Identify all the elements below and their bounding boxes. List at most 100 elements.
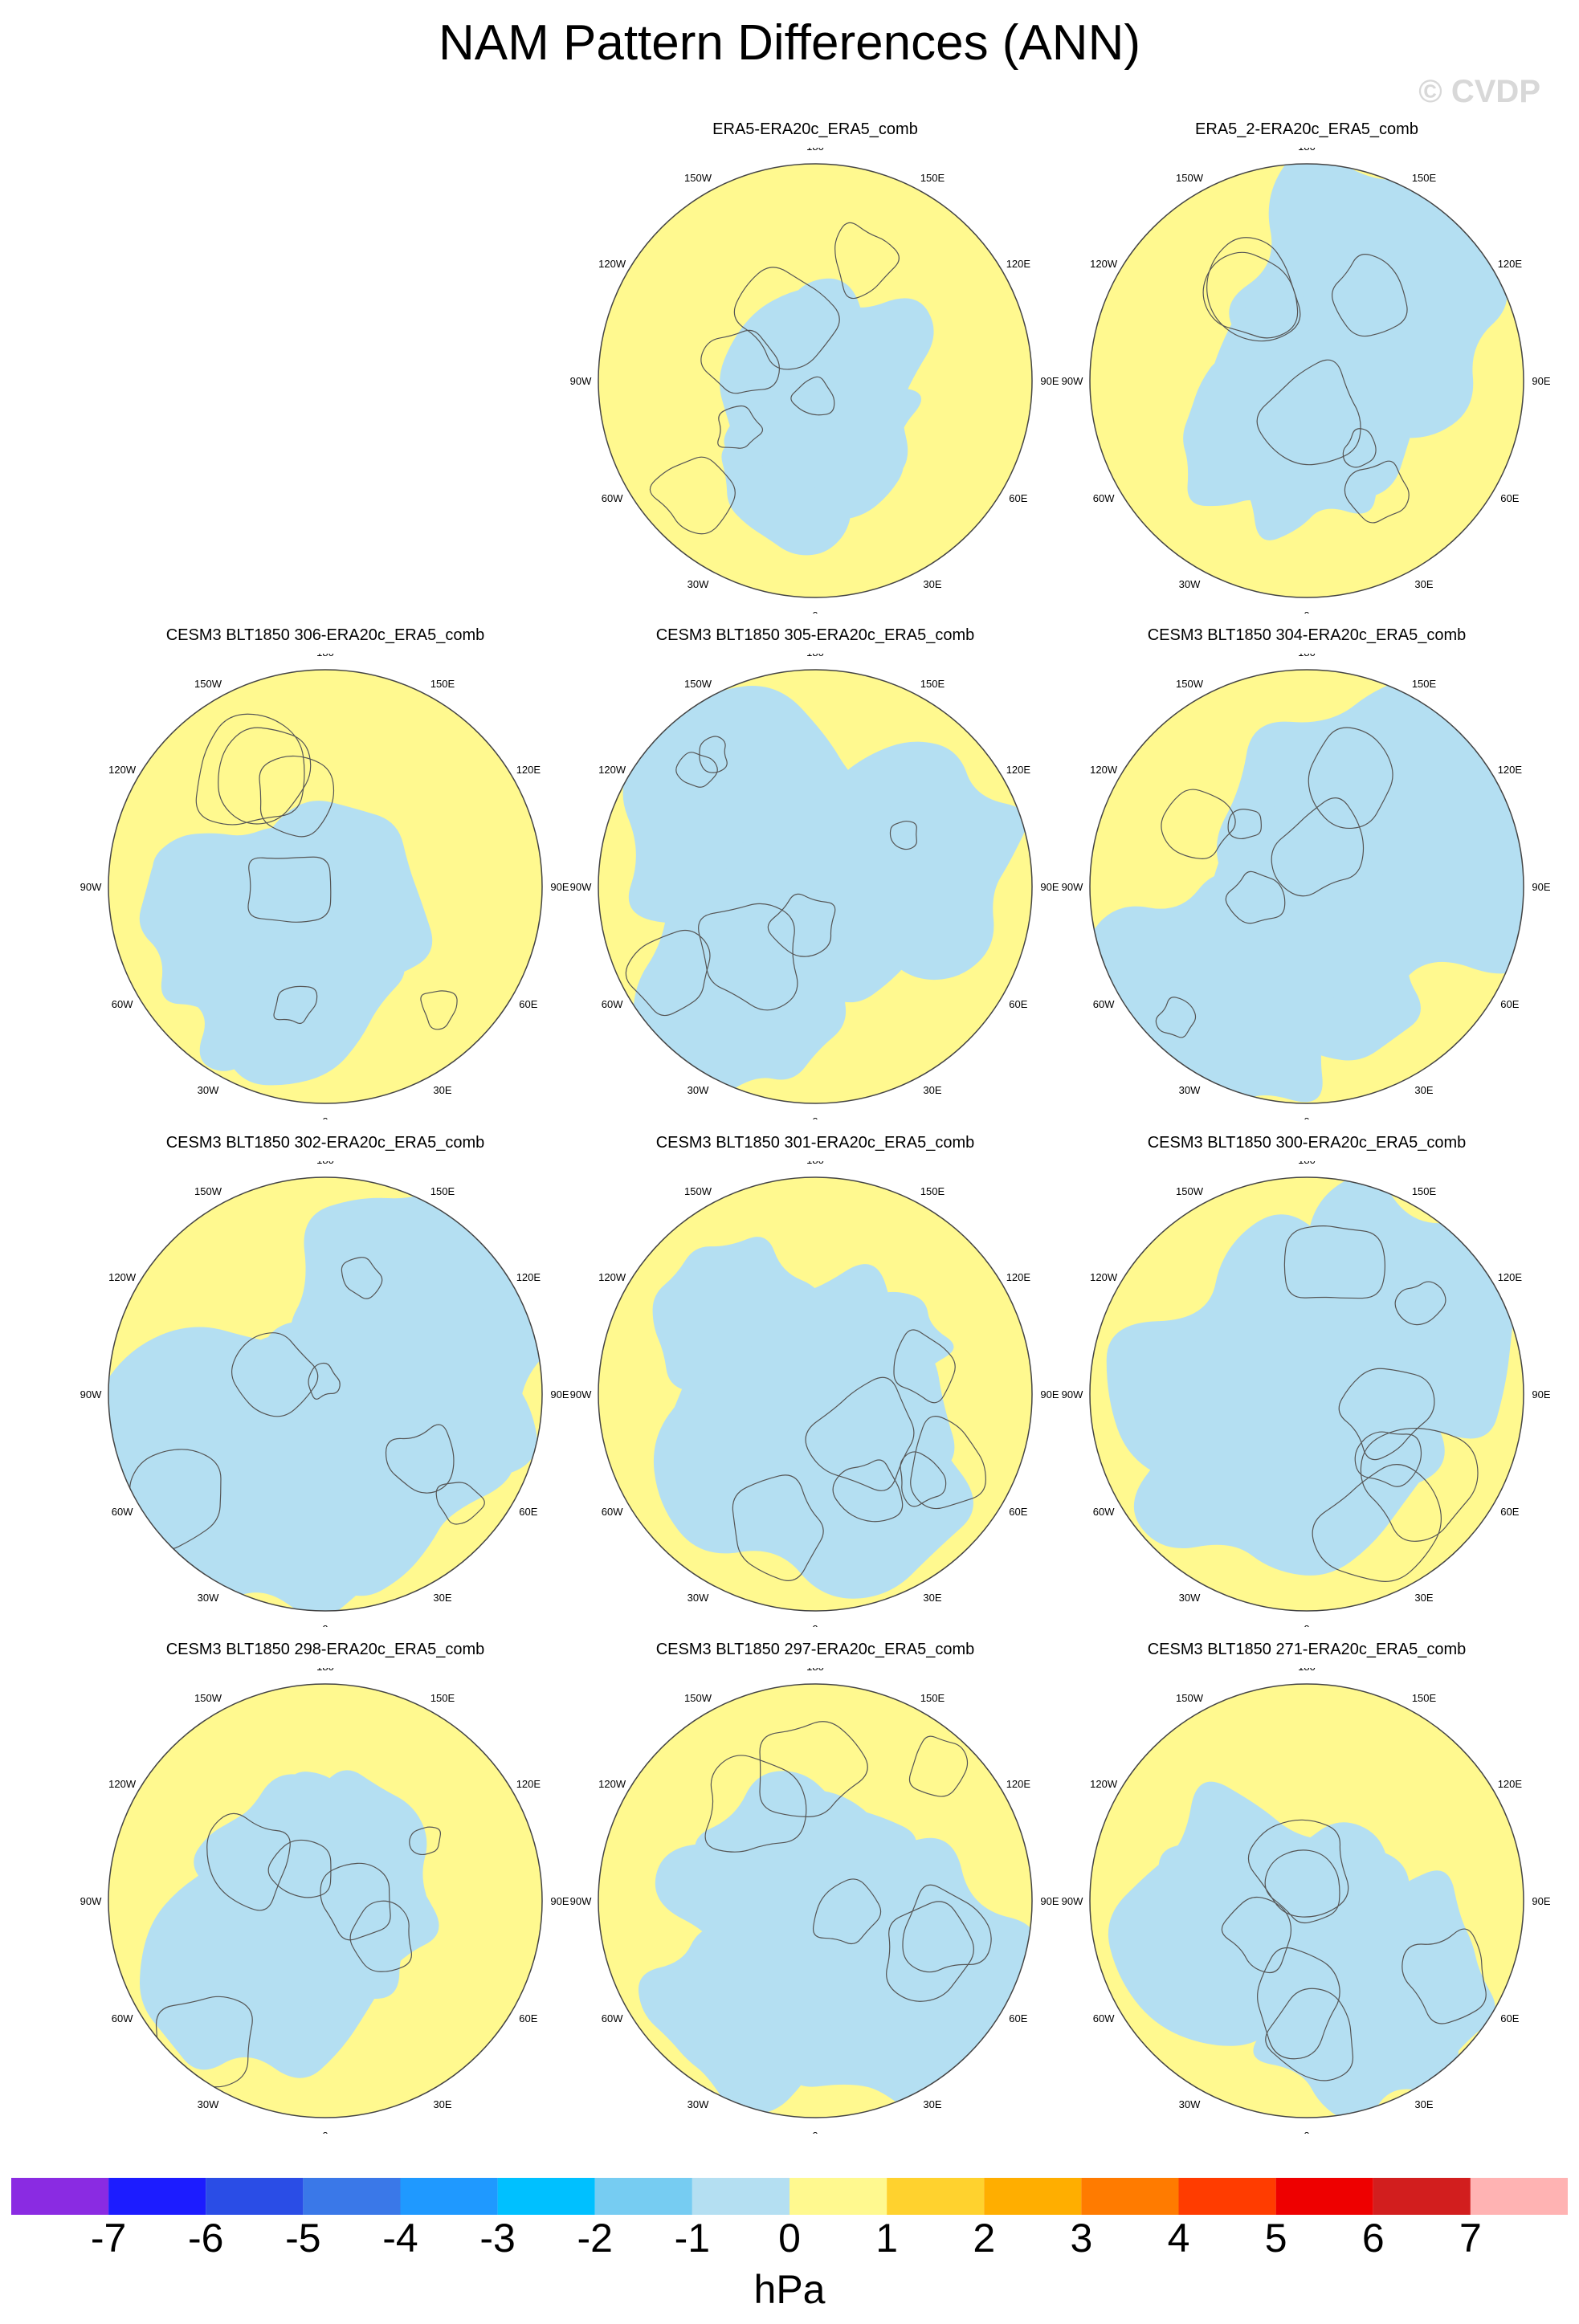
coastline <box>1155 997 1197 1038</box>
coastline <box>1161 789 1236 859</box>
longitude-label: 120W <box>1090 764 1118 776</box>
polar-map: 180 150E 120E 90E 60E 30E 0 30W 60W 90W 120W 150W <box>1062 1161 1551 1627</box>
colorbar-segment <box>1081 2178 1179 2215</box>
longitude-label: 150E <box>920 172 945 184</box>
colorbar-tick-label: 1 <box>875 2216 899 2261</box>
map-panel: CESM3 BLT1850 300-ERA20c_ERA5_comb 180 150… <box>1054 1134 1560 1632</box>
map-panel: ERA5_2-ERA20c_ERA5_comb 180 150E 120E 90E 60E… <box>1054 120 1560 618</box>
coastline <box>349 1900 412 1972</box>
longitude-label: 60W <box>1093 998 1115 1010</box>
longitude-label: 120W <box>108 1271 137 1283</box>
longitude-label: 150W <box>1176 1185 1204 1197</box>
longitude-label: 150E <box>1412 1692 1437 1704</box>
colorbar-segment <box>1470 2178 1568 2215</box>
longitude-label: 0 <box>1304 1115 1309 1119</box>
map-boundary <box>1089 1683 1524 2118</box>
longitude-label: 0 <box>322 1115 328 1119</box>
coastline <box>1338 1368 1435 1461</box>
longitude-label: 90W <box>80 881 102 893</box>
longitude-label: 60E <box>519 2012 537 2024</box>
longitude-label: 90W <box>1062 375 1083 387</box>
longitude-label: 30W <box>1179 578 1201 590</box>
colorbar-tick-label: 0 <box>778 2216 801 2261</box>
longitude-label: 120W <box>598 1271 626 1283</box>
longitude-label: 30W <box>687 2098 709 2110</box>
longitude-label: 60W <box>1093 1506 1115 1518</box>
longitude-label: 60W <box>602 492 623 504</box>
coastline <box>1360 1427 1479 1542</box>
longitude-label: 30E <box>923 1592 941 1604</box>
longitude-label: 60E <box>1500 492 1519 504</box>
longitude-label: 180 <box>806 148 824 153</box>
polar-map: 180 150E 120E 90E 60E 30E 0 30W 60W 90W 120W 150W <box>1062 1668 1551 2134</box>
negative-region <box>231 1319 436 1492</box>
map-boundary <box>598 1176 1033 1612</box>
coastline <box>1312 1464 1442 1582</box>
cvdp-watermark: © CVDP <box>1418 74 1540 109</box>
longitude-label: 60E <box>1009 998 1027 1010</box>
map-boundary <box>108 669 543 1104</box>
polar-map: 180 150E 120E 90E 60E 30E 0 30W 60W 90W 120W 150W <box>80 1161 569 1627</box>
coastline <box>805 1376 915 1491</box>
coastline <box>886 1901 974 2002</box>
colorbar-units: hPa <box>753 2267 826 2312</box>
longitude-label: 0 <box>322 2130 328 2134</box>
longitude-label: 30W <box>198 1084 219 1096</box>
colorbar-tick-label: 5 <box>1264 2216 1287 2261</box>
longitude-label: 60W <box>602 2012 623 2024</box>
map-panel: CESM3 BLT1850 305-ERA20c_ERA5_comb 180 150… <box>562 626 1068 1124</box>
longitude-label: 180 <box>1298 1161 1316 1166</box>
longitude-label: 0 <box>812 610 818 614</box>
longitude-label: 120E <box>1498 258 1523 270</box>
longitude-label: 180 <box>806 654 824 658</box>
coastline <box>698 903 798 1011</box>
longitude-label: 150W <box>684 678 712 690</box>
longitude-label: 120E <box>516 764 541 776</box>
map-panel: ERA5-ERA20c_ERA5_comb 180 150E 120E 90E 60E 30… <box>562 120 1068 618</box>
coastline <box>195 713 305 826</box>
longitude-label: 150E <box>1412 172 1437 184</box>
panel-title: CESM3 BLT1850 297-ERA20c_ERA5_comb <box>655 1641 975 1658</box>
longitude-label: 60E <box>519 1506 537 1518</box>
longitude-label: 150E <box>1412 1185 1437 1197</box>
coastline <box>1202 251 1299 339</box>
longitude-label: 120W <box>1090 1271 1118 1283</box>
coastline <box>409 1826 442 1856</box>
longitude-label: 30W <box>1179 2098 1201 2110</box>
coastline <box>1227 809 1262 840</box>
map-boundary <box>108 1176 543 1612</box>
longitude-label: 180 <box>316 654 334 658</box>
longitude-label: 90E <box>1040 1388 1059 1401</box>
coastline <box>218 727 312 825</box>
longitude-label: 90W <box>80 1895 102 1907</box>
coastline <box>1247 1819 1349 1918</box>
coastline <box>910 1416 986 1510</box>
coastline <box>129 1449 222 1550</box>
colorbar-segment <box>497 2178 595 2215</box>
longitude-label: 30E <box>923 2098 941 2110</box>
panel-title: CESM3 BLT1850 271-ERA20c_ERA5_comb <box>1147 1641 1467 1658</box>
coastline <box>767 893 836 957</box>
coastline <box>1256 359 1361 466</box>
colorbar-tick-label: -5 <box>285 2216 321 2261</box>
longitude-label: 90W <box>1062 1895 1083 1907</box>
coastline <box>759 1721 868 1817</box>
colorbar-tick-label: 3 <box>1070 2216 1093 2261</box>
panel-title: ERA5-ERA20c_ERA5_comb <box>712 120 918 138</box>
longitude-label: 90E <box>1532 881 1550 893</box>
coastline <box>1342 428 1377 468</box>
longitude-label: 180 <box>316 1161 334 1166</box>
colorbar-segment <box>1373 2178 1471 2215</box>
coastline <box>704 1755 807 1853</box>
longitude-label: 30E <box>1414 1592 1433 1604</box>
colorbar-segment <box>887 2178 985 2215</box>
negative-region <box>1208 1822 1421 2017</box>
coastline <box>420 990 458 1030</box>
figure-title: NAM Pattern Differences (ANN) <box>439 15 1140 71</box>
coastline <box>1257 1947 1340 2060</box>
longitude-label: 60E <box>1500 2012 1519 2024</box>
longitude-label: 150E <box>1412 678 1437 690</box>
map-panel: CESM3 BLT1850 304-ERA20c_ERA5_comb 180 150… <box>1054 626 1560 1124</box>
colorbar-segment <box>303 2178 401 2215</box>
longitude-label: 90W <box>570 1895 592 1907</box>
